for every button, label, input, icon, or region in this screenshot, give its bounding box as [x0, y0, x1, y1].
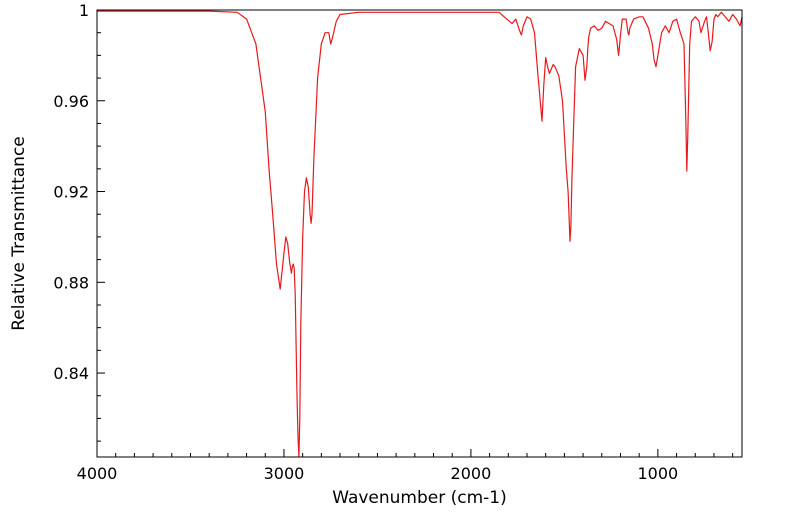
plot-frame: [96, 9, 743, 458]
y-tick-label: 1: [79, 1, 89, 20]
x-tick-label: 1000: [638, 464, 679, 483]
y-tick-label: 0.84: [53, 364, 89, 383]
y-tick-label: 0.96: [53, 92, 89, 111]
axes: 4000 3000 2000 1000 0.84 0.88 0.92 0.96 1: [53, 1, 734, 483]
y-tick-label: 0.92: [53, 183, 89, 202]
y-tick-label: 0.88: [53, 273, 89, 292]
spectrum-line-0: [97, 10, 743, 458]
x-axis-title: Wavenumber (cm-1): [332, 488, 507, 508]
x-tick-label: 2000: [451, 464, 492, 483]
y-axis-title: Relative Transmittance: [9, 136, 29, 331]
x-tick-label: 3000: [264, 464, 305, 483]
series-layer: [97, 10, 743, 458]
x-tick-label: 4000: [77, 464, 118, 483]
